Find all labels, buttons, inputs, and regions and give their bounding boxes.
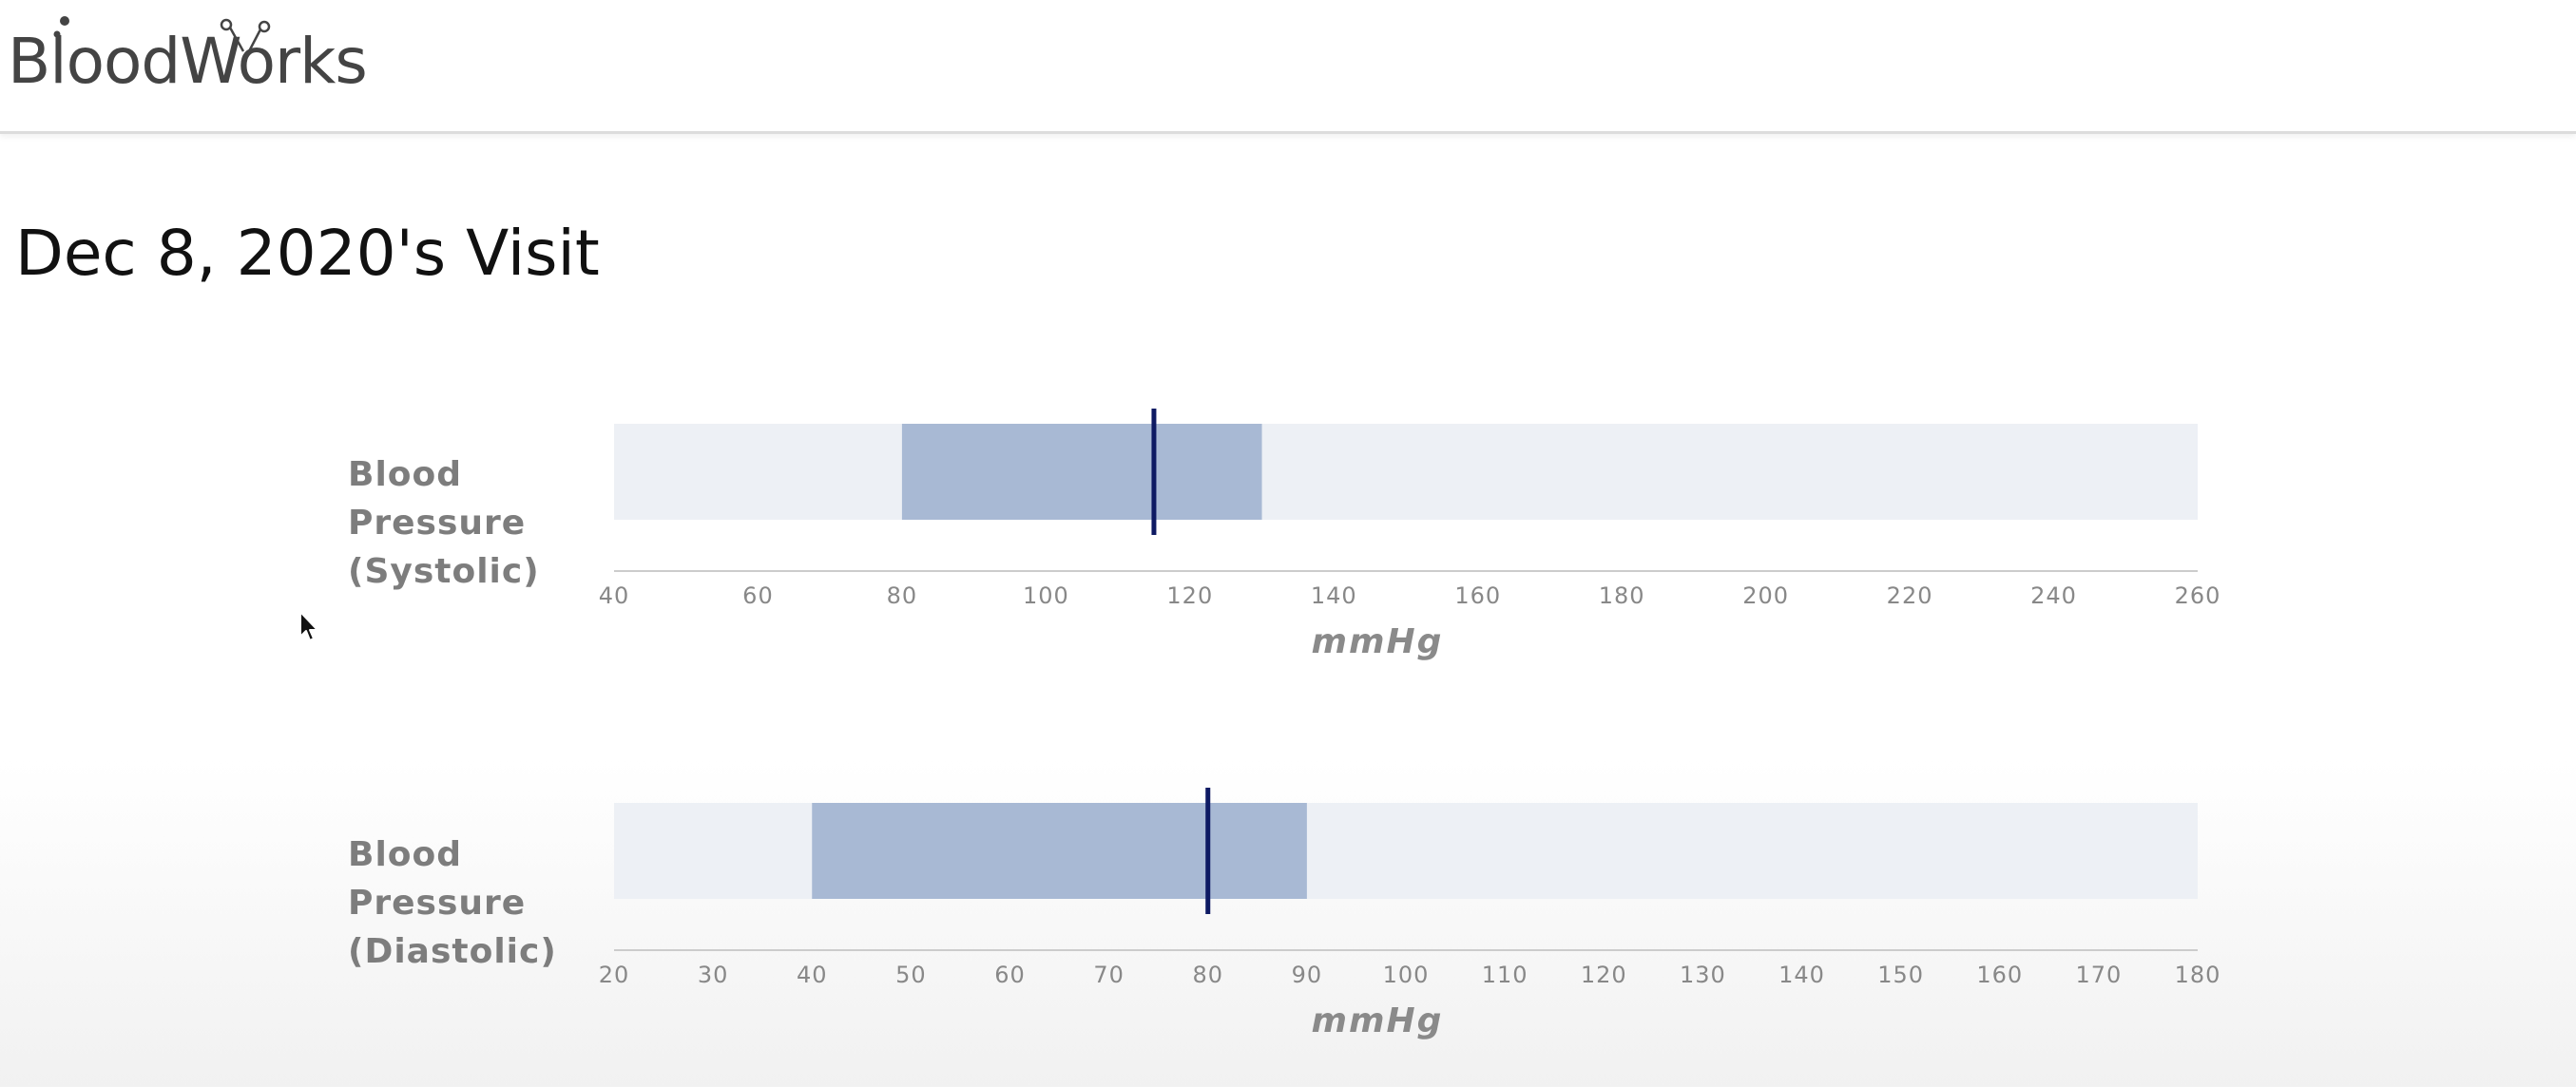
systolic-tick-label: 140 bbox=[1311, 582, 1357, 609]
systolic-tick-label: 120 bbox=[1166, 582, 1213, 609]
systolic-tick-label: 160 bbox=[1454, 582, 1501, 609]
systolic-tick-label: 40 bbox=[599, 582, 630, 609]
systolic-label-line: Pressure bbox=[348, 504, 527, 543]
diastolic-tick-label: 60 bbox=[994, 962, 1026, 988]
systolic-label-line: Blood bbox=[348, 455, 463, 494]
diastolic-tick-label: 110 bbox=[1482, 962, 1528, 988]
systolic-tick-label: 220 bbox=[1887, 582, 1933, 609]
systolic-tick-label: 180 bbox=[1599, 582, 1645, 609]
diastolic-tick-label: 70 bbox=[1093, 962, 1125, 988]
systolic-unit-label: mmHg bbox=[1312, 622, 1444, 661]
systolic-label: Blood Pressure (Systolic) bbox=[348, 450, 595, 596]
diastolic-tick-label: 80 bbox=[1192, 962, 1223, 988]
systolic-normal-range bbox=[901, 424, 1262, 520]
diastolic-tick-label: 130 bbox=[1680, 962, 1726, 988]
systolic-tick-label: 200 bbox=[1742, 582, 1789, 609]
diastolic-tick-label: 50 bbox=[895, 962, 927, 988]
diastolic-unit-label: mmHg bbox=[1312, 1001, 1444, 1040]
page-title: Dec 8, 2020's Visit bbox=[15, 217, 600, 290]
diastolic-tick-label: 40 bbox=[797, 962, 828, 988]
systolic-tick-label: 60 bbox=[742, 582, 774, 609]
diastolic-label-line: Blood bbox=[348, 835, 463, 874]
diastolic-tick-label: 30 bbox=[698, 962, 729, 988]
bloodworks-logo[interactable]: BloodWorks bbox=[8, 13, 407, 108]
diastolic-label: Blood Pressure (Diastolic) bbox=[348, 830, 595, 976]
diastolic-tick-label: 140 bbox=[1778, 962, 1825, 988]
diastolic-tick-label: 100 bbox=[1383, 962, 1430, 988]
diastolic-tick-label: 120 bbox=[1581, 962, 1627, 988]
systolic-tick-label: 100 bbox=[1023, 582, 1069, 609]
diastolic-normal-range bbox=[812, 803, 1307, 899]
logo-text: BloodWorks bbox=[8, 25, 368, 98]
systolic-tick-label: 80 bbox=[887, 582, 918, 609]
top-bar: BloodWorks bbox=[0, 0, 2576, 134]
diastolic-tick-label: 180 bbox=[2175, 962, 2221, 988]
systolic-track bbox=[614, 424, 2198, 520]
systolic-label-line: (Systolic) bbox=[348, 552, 540, 591]
systolic-tick-label: 260 bbox=[2175, 582, 2221, 609]
diastolic-tick-label: 90 bbox=[1292, 962, 1323, 988]
mouse-cursor-icon bbox=[299, 611, 318, 641]
systolic-tick-label: 240 bbox=[2030, 582, 2077, 609]
diastolic-tick-label: 150 bbox=[1877, 962, 1924, 988]
diastolic-tick-label: 170 bbox=[2075, 962, 2122, 988]
diastolic-label-line: (Diastolic) bbox=[348, 932, 557, 971]
diastolic-label-line: Pressure bbox=[348, 884, 527, 923]
diastolic-tick-label: 160 bbox=[1976, 962, 2023, 988]
diastolic-tick-label: 20 bbox=[599, 962, 630, 988]
logo-molecule-icon bbox=[53, 16, 271, 52]
